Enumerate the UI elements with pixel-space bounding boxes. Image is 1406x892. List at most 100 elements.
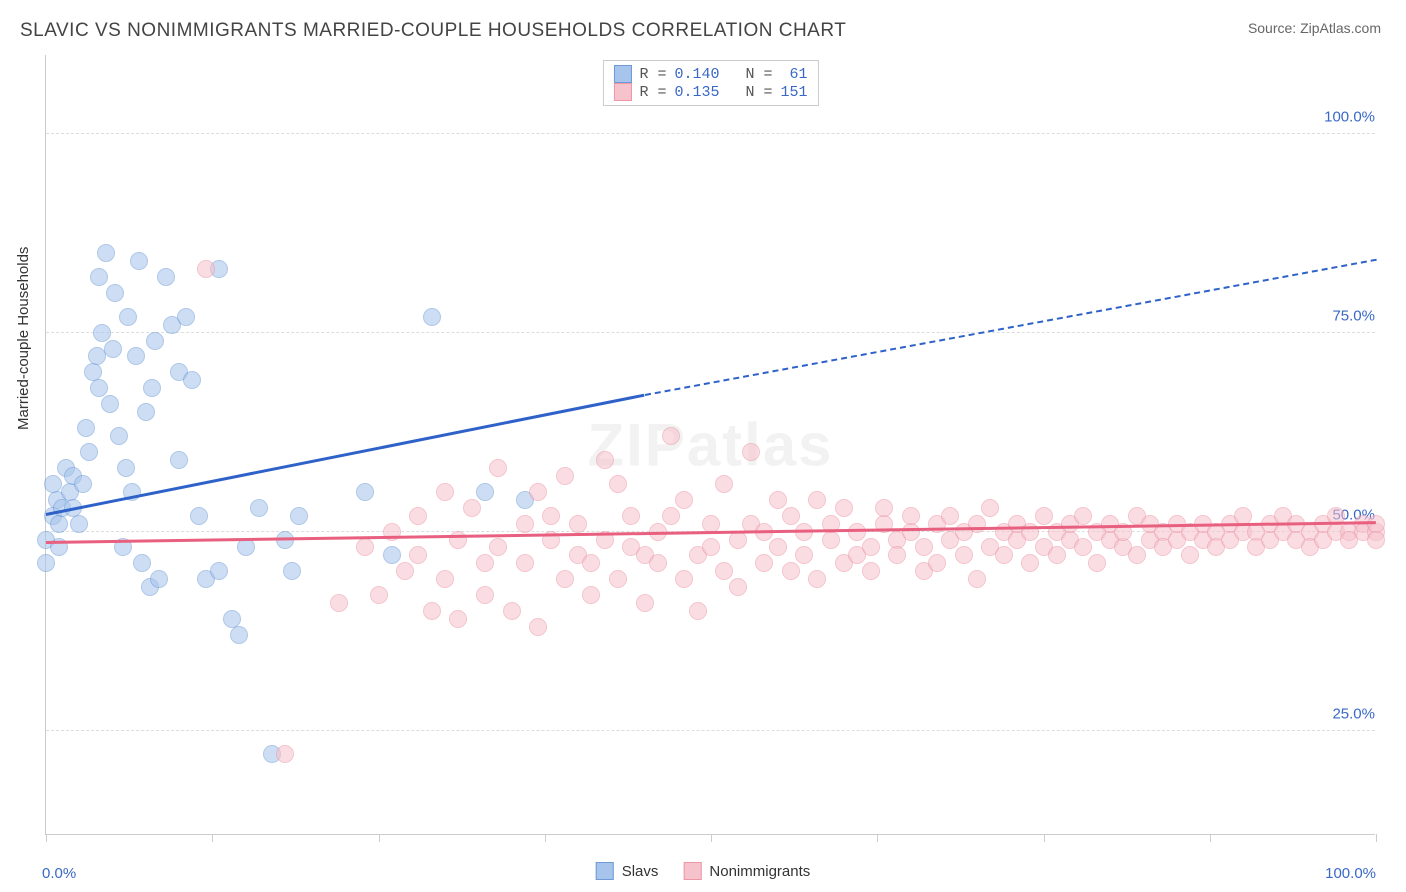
scatter-point (1128, 546, 1146, 564)
scatter-point (516, 554, 534, 572)
scatter-point (150, 570, 168, 588)
scatter-point (755, 554, 773, 572)
legend-swatch (613, 83, 631, 101)
gridline (46, 332, 1375, 333)
scatter-point (409, 546, 427, 564)
legend-series: Slavs Nonimmigrants (596, 862, 811, 880)
scatter-point (157, 268, 175, 286)
scatter-point (702, 515, 720, 533)
scatter-point (90, 268, 108, 286)
scatter-point (183, 371, 201, 389)
scatter-point (210, 562, 228, 580)
scatter-point (70, 515, 88, 533)
scatter-point (44, 475, 62, 493)
scatter-point (290, 507, 308, 525)
scatter-point (769, 491, 787, 509)
chart-header: SLAVIC VS NONIMMIGRANTS MARRIED-COUPLE H… (0, 0, 1406, 52)
scatter-point (875, 499, 893, 517)
scatter-point (1035, 507, 1053, 525)
scatter-point (127, 347, 145, 365)
scatter-point (423, 308, 441, 326)
scatter-point (177, 308, 195, 326)
scatter-point (662, 507, 680, 525)
scatter-point (250, 499, 268, 517)
scatter-point (101, 395, 119, 413)
x-tick (1376, 834, 1377, 842)
scatter-point (622, 507, 640, 525)
scatter-point (675, 570, 693, 588)
scatter-point (689, 602, 707, 620)
legend-label: Nonimmigrants (709, 863, 810, 880)
scatter-point (582, 554, 600, 572)
trend-line (644, 259, 1376, 396)
scatter-point (995, 546, 1013, 564)
x-tick (212, 834, 213, 842)
x-tick (711, 834, 712, 842)
legend-swatch (613, 65, 631, 83)
n-value: 61 (781, 66, 808, 83)
scatter-point (862, 538, 880, 556)
scatter-point (1234, 507, 1252, 525)
scatter-point (463, 499, 481, 517)
scatter-point (197, 260, 215, 278)
legend-swatch (683, 862, 701, 880)
scatter-point (862, 562, 880, 580)
y-tick-label: 100.0% (1319, 108, 1380, 125)
scatter-point (1021, 554, 1039, 572)
scatter-point (715, 562, 733, 580)
gridline (46, 730, 1375, 731)
legend-label: Slavs (622, 863, 659, 880)
scatter-point (902, 523, 920, 541)
scatter-point (556, 570, 574, 588)
n-label: N = (728, 84, 773, 101)
scatter-point (104, 340, 122, 358)
scatter-point (702, 538, 720, 556)
legend-stat-row: R =0.140 N = 61 (613, 65, 807, 83)
scatter-point (133, 554, 151, 572)
scatter-point (529, 618, 547, 636)
scatter-point (1074, 507, 1092, 525)
scatter-point (1181, 546, 1199, 564)
scatter-point (542, 507, 560, 525)
scatter-point (137, 403, 155, 421)
scatter-point (649, 554, 667, 572)
scatter-point (609, 475, 627, 493)
scatter-point (436, 483, 454, 501)
scatter-point (90, 379, 108, 397)
r-value: 0.135 (674, 84, 719, 101)
legend-item: Slavs (596, 862, 659, 880)
scatter-point (110, 427, 128, 445)
legend-swatch (596, 862, 614, 880)
scatter-point (449, 531, 467, 549)
scatter-point (955, 546, 973, 564)
r-value: 0.140 (674, 66, 719, 83)
legend-stat-row: R =0.135 N =151 (613, 83, 807, 101)
x-tick (1210, 834, 1211, 842)
scatter-point (370, 586, 388, 604)
scatter-point (489, 459, 507, 477)
scatter-point (609, 570, 627, 588)
scatter-point (230, 626, 248, 644)
x-tick (46, 834, 47, 842)
scatter-point (117, 459, 135, 477)
scatter-point (795, 546, 813, 564)
scatter-point (93, 324, 111, 342)
x-tick (545, 834, 546, 842)
scatter-point (283, 562, 301, 580)
scatter-point (888, 546, 906, 564)
legend-item: Nonimmigrants (683, 862, 810, 880)
scatter-point (356, 483, 374, 501)
scatter-point (516, 515, 534, 533)
scatter-point (130, 252, 148, 270)
scatter-point (529, 483, 547, 501)
gridline (46, 133, 1375, 134)
scatter-point (476, 554, 494, 572)
scatter-point (436, 570, 454, 588)
scatter-point (808, 491, 826, 509)
scatter-point (106, 284, 124, 302)
scatter-point (119, 308, 137, 326)
x-tick (1044, 834, 1045, 842)
scatter-point (74, 475, 92, 493)
scatter-point (582, 586, 600, 604)
scatter-point (662, 427, 680, 445)
